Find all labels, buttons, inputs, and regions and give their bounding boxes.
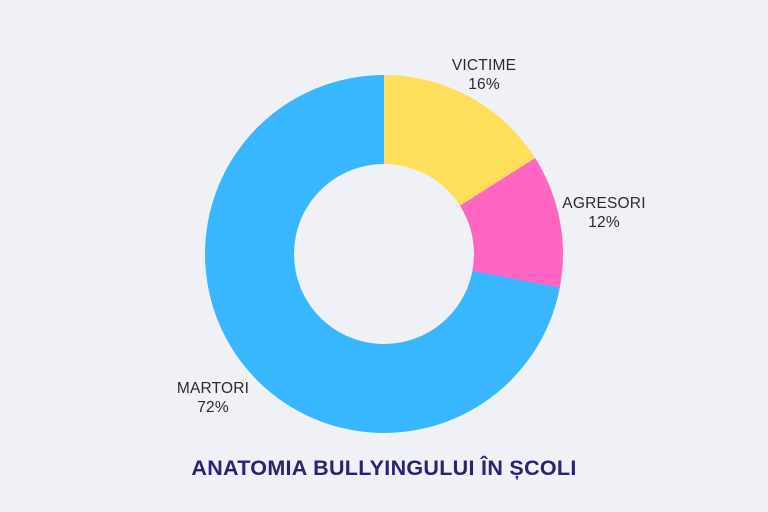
slice-label-martori: MARTORI 72% [133,380,293,417]
slice-label-martori-percent: 72% [197,398,229,416]
slice-label-agresori-name: AGRESORI [562,195,646,212]
slice-label-martori-name: MARTORI [176,380,250,397]
slice-label-victime-name: VICTIME [451,57,517,74]
donut-chart [205,75,563,433]
slice-label-victime: VICTIME 16% [404,57,564,94]
slice-label-victime-percent: 16% [468,75,500,93]
slice-label-agresori: AGRESORI 12% [524,195,684,232]
donut-hole [294,164,474,344]
chart-title: ANATOMIA BULLYINGULUI ÎN ȘCOLI [191,456,577,480]
slice-label-agresori-percent: 12% [588,213,620,231]
